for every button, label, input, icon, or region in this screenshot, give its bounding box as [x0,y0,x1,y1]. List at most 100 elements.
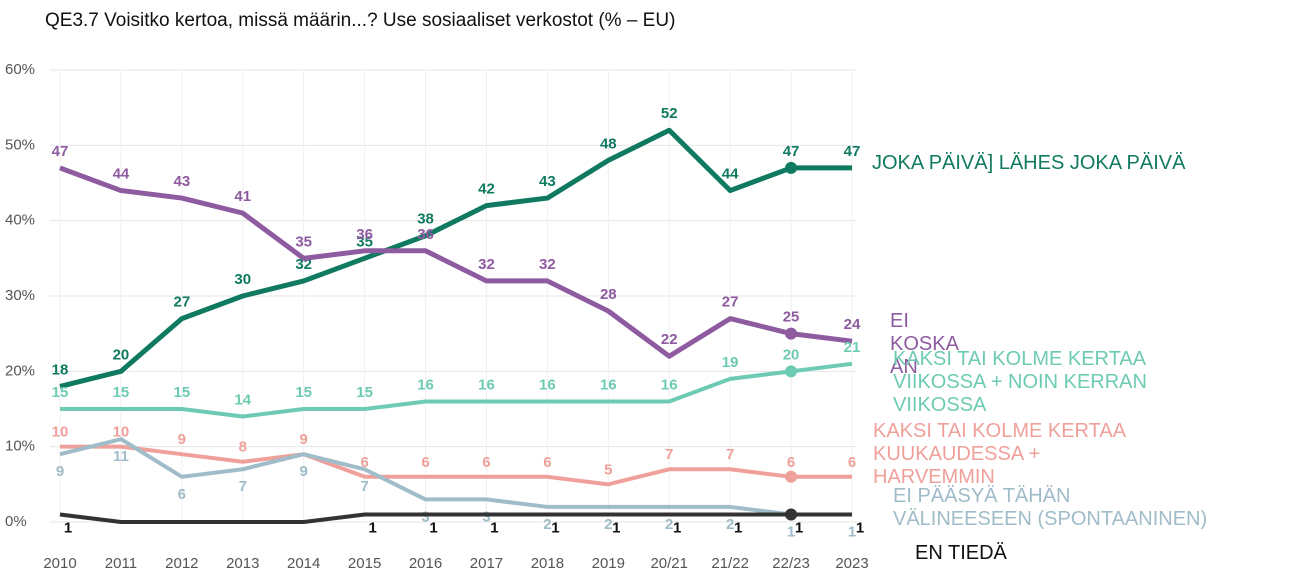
data-label: 14 [234,392,251,409]
data-label: 15 [113,384,130,401]
x-tick-label: 2011 [105,555,137,572]
data-label: 47 [52,143,69,160]
series-line [60,444,852,487]
x-tick-label: 2014 [287,555,320,572]
data-label: 9 [300,463,308,480]
data-label: 9 [178,431,186,448]
point-marker [785,365,798,378]
x-tick-label: 2015 [348,555,381,572]
x-tick-label: 2017 [470,555,503,572]
data-label: 5 [604,461,612,478]
data-label: 6 [360,454,368,471]
y-tick-label: 30% [5,287,35,304]
data-label: 20 [113,346,130,363]
data-label: 22 [661,331,678,348]
data-label: 27 [722,294,739,311]
data-label: 15 [295,384,312,401]
data-label: 21 [844,339,861,356]
data-label: 1 [368,519,376,536]
x-tick-label: 2013 [226,555,259,572]
series-line [59,437,852,517]
data-label: 32 [539,256,556,273]
data-label: 1 [787,523,795,540]
data-label: 7 [360,478,368,495]
data-label: 6 [543,454,551,471]
data-label: 15 [174,384,191,401]
data-label: 1 [429,519,437,536]
x-tick-label: 2016 [409,555,442,572]
data-label: 16 [661,376,678,393]
x-tick-label: 22/23 [772,555,810,572]
data-label: 16 [539,376,556,393]
data-label: 20 [783,346,800,363]
data-label: 30 [234,271,251,288]
data-label: 19 [722,354,739,371]
x-tick-label: 21/22 [711,555,749,572]
x-tick-label: 2023 [835,555,868,572]
x-tick-label: 2019 [592,555,625,572]
y-tick-label: 10% [5,438,35,455]
data-label: 47 [844,143,861,160]
data-label: 44 [113,166,130,183]
point-marker [785,470,798,483]
legend-label: EI PÄÄSYÄ TÄHÄN VÄLINEESEEN (SPONTAANINE… [893,485,1208,530]
y-tick-label: 0% [5,513,27,530]
data-label: 16 [478,376,495,393]
series-line [60,361,853,419]
legend-label: JOKA PÄIVÄ] LÄHES JOKA PÄIVÄ [872,152,1186,174]
data-label: 28 [600,286,617,303]
data-label: 1 [64,519,72,536]
data-label: 7 [665,446,673,463]
data-label: 43 [539,173,556,190]
data-label: 24 [844,316,861,333]
data-label: 1 [795,519,803,536]
legend-label: KAKSI TAI KOLME KERTAA KUUKAUDESSA + HAR… [873,420,1125,488]
data-label: 15 [356,384,373,401]
y-tick-label: 20% [5,362,35,379]
data-label: 1 [848,523,856,540]
data-label: 10 [113,424,130,441]
data-label: 2 [543,516,551,533]
series-line [59,165,853,359]
data-label: 43 [174,173,191,190]
data-label: 1 [490,519,498,536]
data-label: 6 [178,486,186,503]
data-label: 6 [482,454,490,471]
data-label: 11 [113,448,129,465]
data-label: 36 [356,226,373,243]
data-label: 3 [482,508,490,525]
data-label: 2 [726,516,734,533]
data-label: 3 [421,508,429,525]
data-label: 16 [600,376,617,393]
data-label: 9 [56,463,64,480]
data-label: 36 [417,226,434,243]
data-label: 44 [722,166,739,183]
x-tick-label: 20/21 [650,555,688,572]
data-label: 35 [356,233,373,250]
x-tick-label: 2018 [531,555,564,572]
data-label: 8 [239,439,247,456]
data-label: 52 [661,105,678,122]
chart-title: QE3.7 Voisitko kertoa, missä määrin...? … [45,10,676,31]
data-label: 1 [673,519,681,536]
legend-label: EN TIEDÄ [915,542,1007,564]
series-line [59,127,852,389]
data-label: 9 [300,431,308,448]
data-label: 18 [52,361,69,378]
data-label: 6 [848,454,856,471]
data-label: 47 [783,143,800,160]
point-marker [785,508,798,521]
y-tick-label: 40% [5,212,35,229]
data-label: 1 [612,519,620,536]
data-label: 25 [783,309,800,326]
data-label: 7 [239,478,247,495]
data-label: 15 [52,384,69,401]
data-label: 1 [856,519,864,536]
data-label: 48 [600,135,617,152]
y-tick-label: 50% [5,136,35,153]
point-marker [785,327,798,340]
data-label: 35 [295,233,312,250]
data-label: 2 [665,516,673,533]
